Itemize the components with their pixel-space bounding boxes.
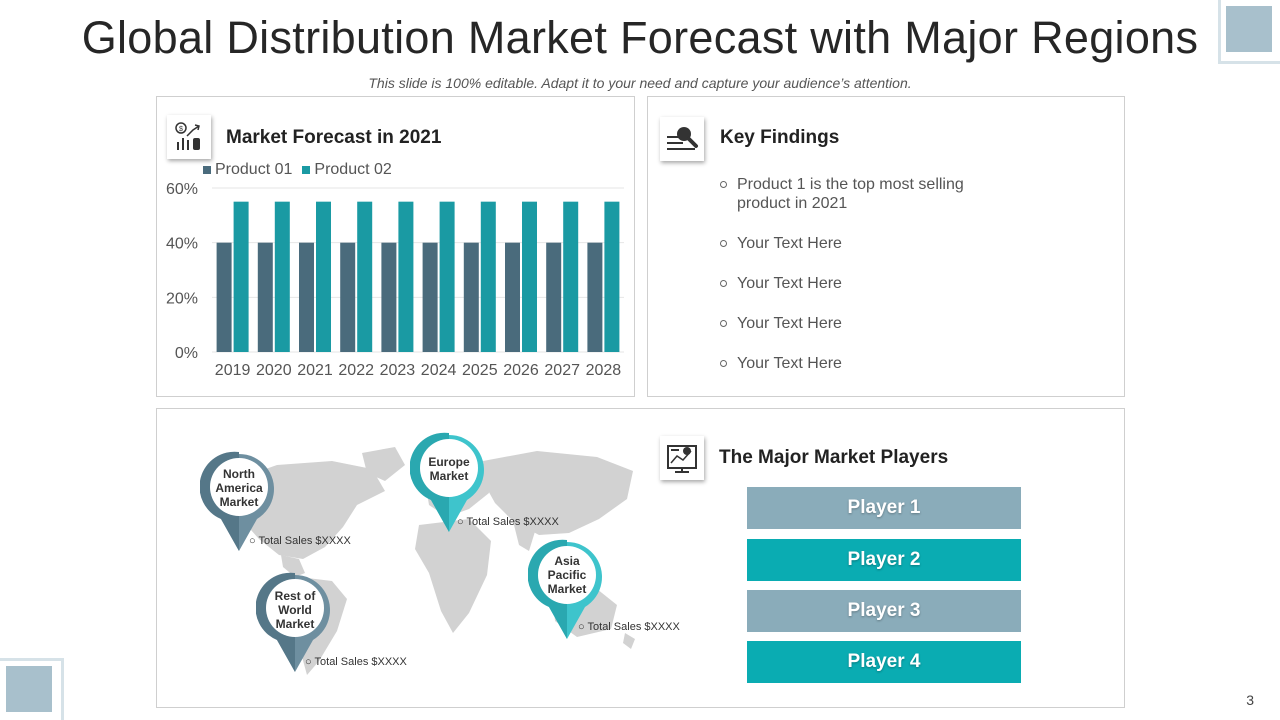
location-pin-icon [410,432,484,532]
pin-label-north-america: North America Market [207,467,271,509]
bar-product-02-2023 [398,201,414,352]
corner-decoration-square [1226,6,1272,52]
bar-product-02-2025 [480,201,496,352]
pin-label-line: Market [547,582,587,596]
chart-growth-icon: $ [167,115,211,159]
forecast-panel: $ Market Forecast in 2021 Product 01 Pro… [156,96,635,397]
finding-item: Your Text Here [720,234,1020,253]
sales-label: ○ Total Sales $XXXX [457,516,559,528]
x-tick-label: 2026 [503,362,539,379]
findings-list: Product 1 is the top most selling produc… [720,175,1020,394]
x-tick-label: 2024 [421,362,457,379]
players-heading: The Major Market Players [719,447,949,468]
sales-label: ○ Total Sales $XXXX [305,656,407,668]
pin-label-line: Market [219,495,259,509]
x-tick-label: 2022 [338,362,374,379]
bar-product-02-2019 [233,201,249,352]
y-tick-label: 40% [166,236,198,253]
location-pin-icon [200,451,274,551]
x-tick-label: 2020 [256,362,292,379]
bar-product-01-2024 [422,242,438,352]
pin-label-line: North [223,467,255,481]
slide-subtitle: This slide is 100% editable. Adapt it to… [368,75,912,91]
location-pin-icon [528,539,602,639]
bar-product-01-2022 [340,242,356,352]
sales-label: ○ Total Sales $XXXX [249,535,351,547]
legend-swatch [302,166,311,174]
x-tick-label: 2021 [297,362,333,379]
x-tick-label: 2027 [544,362,580,379]
legend-swatch [203,166,211,174]
player-3-button[interactable]: Player 3 [747,590,1021,632]
bar-product-02-2024 [439,201,455,352]
x-tick-label: 2019 [215,362,251,379]
bar-product-02-2026 [522,201,537,352]
pin-label-europe: Europe Market [417,455,481,483]
pin-label-line: Market [429,469,469,483]
bar-product-02-2027 [563,201,579,352]
finding-item: Your Text Here [720,274,1020,293]
legend-label: Product 02 [314,161,392,178]
finding-item: Your Text Here [720,354,1020,373]
pin-label-line: Asia [554,554,580,568]
player-2-button[interactable]: Player 2 [747,539,1021,581]
finding-item: Your Text Here [720,314,1020,333]
pin-label-line: Market [275,617,315,631]
bar-product-01-2019 [216,242,232,352]
corner-decoration-frame [0,658,64,720]
bar-product-01-2026 [505,242,520,352]
sales-text: Total Sales $XXXX [258,535,351,547]
corner-decoration-frame [1218,0,1280,64]
legend-item-product-01: Product 01 [203,161,292,179]
corner-decoration-square [6,666,52,712]
bar-product-02-2028 [604,201,620,352]
sales-text: Total Sales $XXXX [466,516,559,528]
legend-label: Product 01 [215,161,293,178]
pin-label-line: America [215,481,263,495]
x-tick-label: 2023 [380,362,416,379]
bar-product-01-2021 [299,242,314,352]
map-panel: North America Market ○ Total Sales $XXXX… [156,408,1125,708]
y-tick-label: 20% [166,290,198,307]
sales-label: ○ Total Sales $XXXX [578,621,680,633]
bar-product-01-2020 [257,242,273,352]
player-4-button[interactable]: Player 4 [747,641,1021,683]
location-pin-icon [256,572,330,672]
bar-chart: 0% 20% 40% 60% 2019 2020 2021 2022 2023 2024 2025 2… [166,181,624,379]
chart-legend: Product 01 Product 02 [203,161,392,179]
pin-label-line: Rest of [274,589,316,603]
forecast-heading: Market Forecast in 2021 [226,127,442,148]
slide-number: 3 [1246,692,1254,708]
y-tick-label: 60% [166,181,198,198]
finding-item: Product 1 is the top most selling produc… [720,175,1020,213]
player-1-button[interactable]: Player 1 [747,487,1021,529]
sales-text: Total Sales $XXXX [314,656,407,668]
pin-label-line: Europe [428,455,470,469]
sales-text: Total Sales $XXXX [587,621,680,633]
pin-label-asia-pacific: Asia Pacific Market [535,554,599,596]
slide-title: Global Distribution Market Forecast with… [81,12,1199,63]
findings-panel: Key Findings Product 1 is the top most s… [647,96,1125,397]
bar-product-02-2021 [316,201,331,352]
bar-product-02-2022 [357,201,373,352]
x-tick-label: 2025 [462,362,498,379]
bar-product-01-2028 [587,242,603,352]
bar-product-01-2027 [546,242,562,352]
bar-product-02-2020 [274,201,290,352]
svg-text:$: $ [179,126,183,133]
legend-item-product-02: Product 02 [302,161,392,179]
pin-label-line: Pacific [547,568,587,582]
presentation-board-icon [660,436,704,480]
findings-heading: Key Findings [720,127,840,148]
bar-product-01-2023 [381,242,397,352]
search-document-icon [660,117,704,161]
pin-label-rest-of-world: Rest of World Market [263,589,327,631]
pin-label-line: World [278,603,312,617]
bar-product-01-2025 [463,242,479,352]
y-tick-label: 0% [175,345,198,362]
x-tick-label: 2028 [586,362,622,379]
